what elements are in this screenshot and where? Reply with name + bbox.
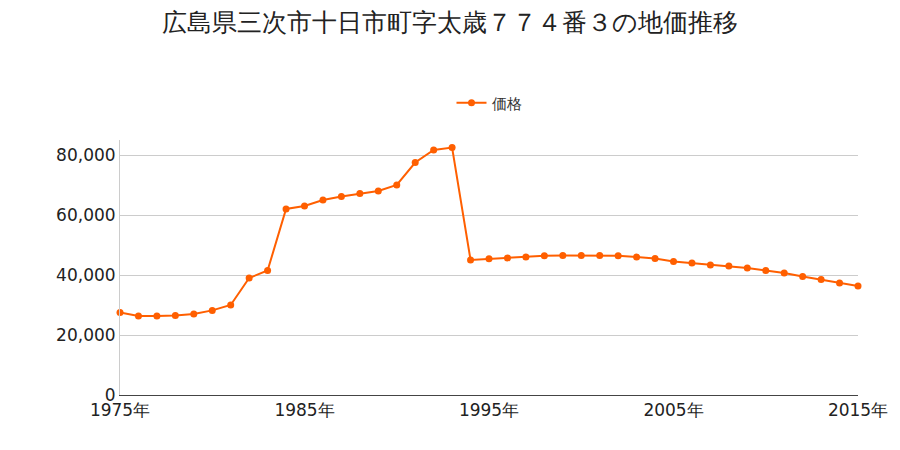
- svg-text:価格: 価格: [492, 95, 522, 113]
- svg-text:80,000: 80,000: [56, 145, 115, 165]
- svg-text:20,000: 20,000: [56, 325, 115, 345]
- svg-text:広島県三次市十日市町字太歳７７４番３の地価推移: 広島県三次市十日市町字太歳７７４番３の地価推移: [162, 8, 738, 37]
- svg-text:40,000: 40,000: [56, 265, 115, 285]
- svg-text:60,000: 60,000: [56, 205, 115, 225]
- svg-text:0: 0: [105, 385, 116, 405]
- svg-text:2015年: 2015年: [828, 400, 888, 420]
- svg-text:1975年: 1975年: [90, 400, 150, 420]
- svg-text:1985年: 1985年: [274, 400, 334, 420]
- svg-text:2005年: 2005年: [643, 400, 703, 420]
- svg-text:1995年: 1995年: [459, 400, 519, 420]
